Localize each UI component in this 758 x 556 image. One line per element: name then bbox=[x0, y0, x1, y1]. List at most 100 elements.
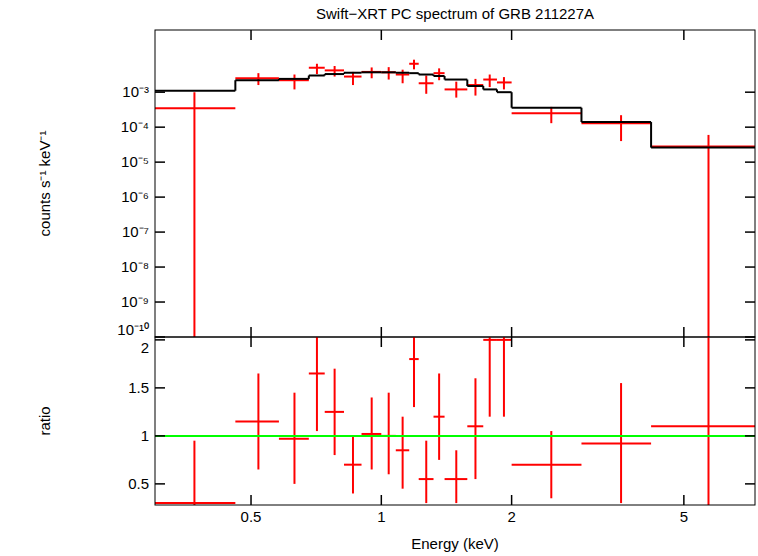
data-point bbox=[483, 75, 497, 88]
x-tick-label: 1 bbox=[377, 508, 385, 525]
y-tick bbox=[155, 387, 165, 389]
data-point bbox=[512, 431, 582, 498]
y-tick bbox=[745, 483, 755, 485]
y-tick bbox=[745, 161, 755, 163]
x-error-bar bbox=[381, 71, 395, 73]
data-point bbox=[396, 70, 409, 84]
model-step bbox=[497, 91, 512, 93]
model-step bbox=[155, 90, 235, 92]
frame bbox=[155, 30, 755, 337]
data-point bbox=[325, 369, 344, 455]
data-point bbox=[279, 393, 309, 484]
y-tick bbox=[745, 339, 755, 341]
model-step bbox=[309, 75, 325, 77]
y-error-bar bbox=[438, 68, 440, 80]
y-error-bar bbox=[707, 135, 709, 337]
y-tick bbox=[155, 161, 165, 163]
data-point bbox=[279, 75, 309, 90]
y-error-bar bbox=[455, 450, 457, 503]
data-point bbox=[362, 397, 382, 469]
data-point bbox=[396, 417, 409, 489]
x-tick bbox=[511, 495, 513, 505]
model-step bbox=[581, 121, 651, 123]
y-error-bar bbox=[352, 72, 354, 85]
x-tick bbox=[250, 495, 252, 505]
model-step bbox=[419, 74, 434, 76]
data-point bbox=[581, 383, 651, 503]
y-error-bar bbox=[413, 337, 415, 407]
y-error-bar bbox=[550, 431, 552, 498]
data-point bbox=[381, 67, 395, 79]
y-tick bbox=[155, 483, 165, 485]
y-error-bar bbox=[402, 417, 404, 489]
data-point bbox=[467, 79, 483, 96]
y-tick-label: 10⁻⁵ bbox=[121, 153, 149, 170]
y-tick bbox=[745, 231, 755, 233]
y-error-bar bbox=[474, 79, 476, 96]
y-tick bbox=[155, 435, 165, 437]
y-error-bar bbox=[257, 73, 259, 85]
data-point bbox=[581, 115, 651, 141]
y-error-bar bbox=[550, 107, 552, 123]
x-error-bar bbox=[581, 122, 651, 124]
x-tick bbox=[511, 30, 513, 40]
y-error-bar bbox=[402, 70, 404, 84]
data-point bbox=[497, 337, 512, 417]
data-point bbox=[409, 337, 418, 407]
model-step bbox=[279, 78, 309, 80]
y-error-bar bbox=[620, 383, 622, 503]
y-error-bar bbox=[707, 337, 709, 505]
data-point bbox=[497, 77, 512, 89]
data-point bbox=[344, 436, 361, 494]
y-tick-label: 2 bbox=[141, 339, 149, 356]
model-step-riser bbox=[650, 122, 652, 148]
y-tick bbox=[745, 196, 755, 198]
data-point bbox=[235, 373, 279, 469]
y-tick bbox=[155, 301, 165, 303]
plot-area bbox=[155, 337, 755, 505]
y-tick-label: 10⁻³ bbox=[122, 83, 149, 100]
x-error-bar bbox=[581, 443, 651, 445]
x-axis-label: Energy (keV) bbox=[411, 535, 499, 552]
y-tick-label: 10⁻¹⁰ bbox=[117, 321, 149, 338]
panel-1: 0.51250.511.52ratioEnergy (keV) bbox=[36, 263, 755, 552]
data-point bbox=[483, 337, 497, 417]
data-point bbox=[409, 60, 418, 70]
y-error-bar bbox=[489, 337, 491, 417]
model-step-riser bbox=[234, 80, 236, 91]
frame bbox=[155, 337, 755, 505]
y-error-bar bbox=[293, 75, 295, 90]
data-point bbox=[381, 393, 395, 475]
x-tick bbox=[683, 337, 685, 347]
x-tick-label: 2 bbox=[507, 508, 515, 525]
y-error-bar bbox=[352, 436, 354, 494]
y-tick-label: 10⁻⁶ bbox=[121, 188, 149, 205]
y-error-bar bbox=[388, 67, 390, 79]
model-step bbox=[651, 147, 755, 149]
y-error-bar bbox=[474, 378, 476, 479]
y-tick bbox=[745, 266, 755, 268]
x-error-bar bbox=[651, 425, 755, 427]
data-point bbox=[309, 337, 325, 431]
model-step bbox=[467, 85, 483, 87]
y-error-bar bbox=[334, 369, 336, 455]
x-error-bar bbox=[651, 145, 755, 147]
y-error-bar bbox=[193, 92, 195, 337]
y-tick-label: 1 bbox=[141, 427, 149, 444]
model-step bbox=[512, 107, 582, 109]
y-tick bbox=[155, 231, 165, 233]
y-tick bbox=[155, 339, 165, 341]
model-step bbox=[325, 73, 344, 75]
model-step-riser bbox=[580, 108, 582, 122]
y-error-bar bbox=[489, 75, 491, 88]
y-tick-label: 10⁻⁸ bbox=[121, 258, 149, 275]
y-error-bar bbox=[193, 441, 195, 505]
data-point bbox=[155, 92, 235, 337]
model-step bbox=[445, 79, 468, 81]
data-point bbox=[325, 66, 344, 77]
x-tick-label: 0.5 bbox=[241, 508, 262, 525]
data-point bbox=[651, 135, 755, 337]
model-step-riser bbox=[511, 92, 513, 108]
y-tick bbox=[155, 91, 165, 93]
data-point bbox=[445, 82, 468, 98]
